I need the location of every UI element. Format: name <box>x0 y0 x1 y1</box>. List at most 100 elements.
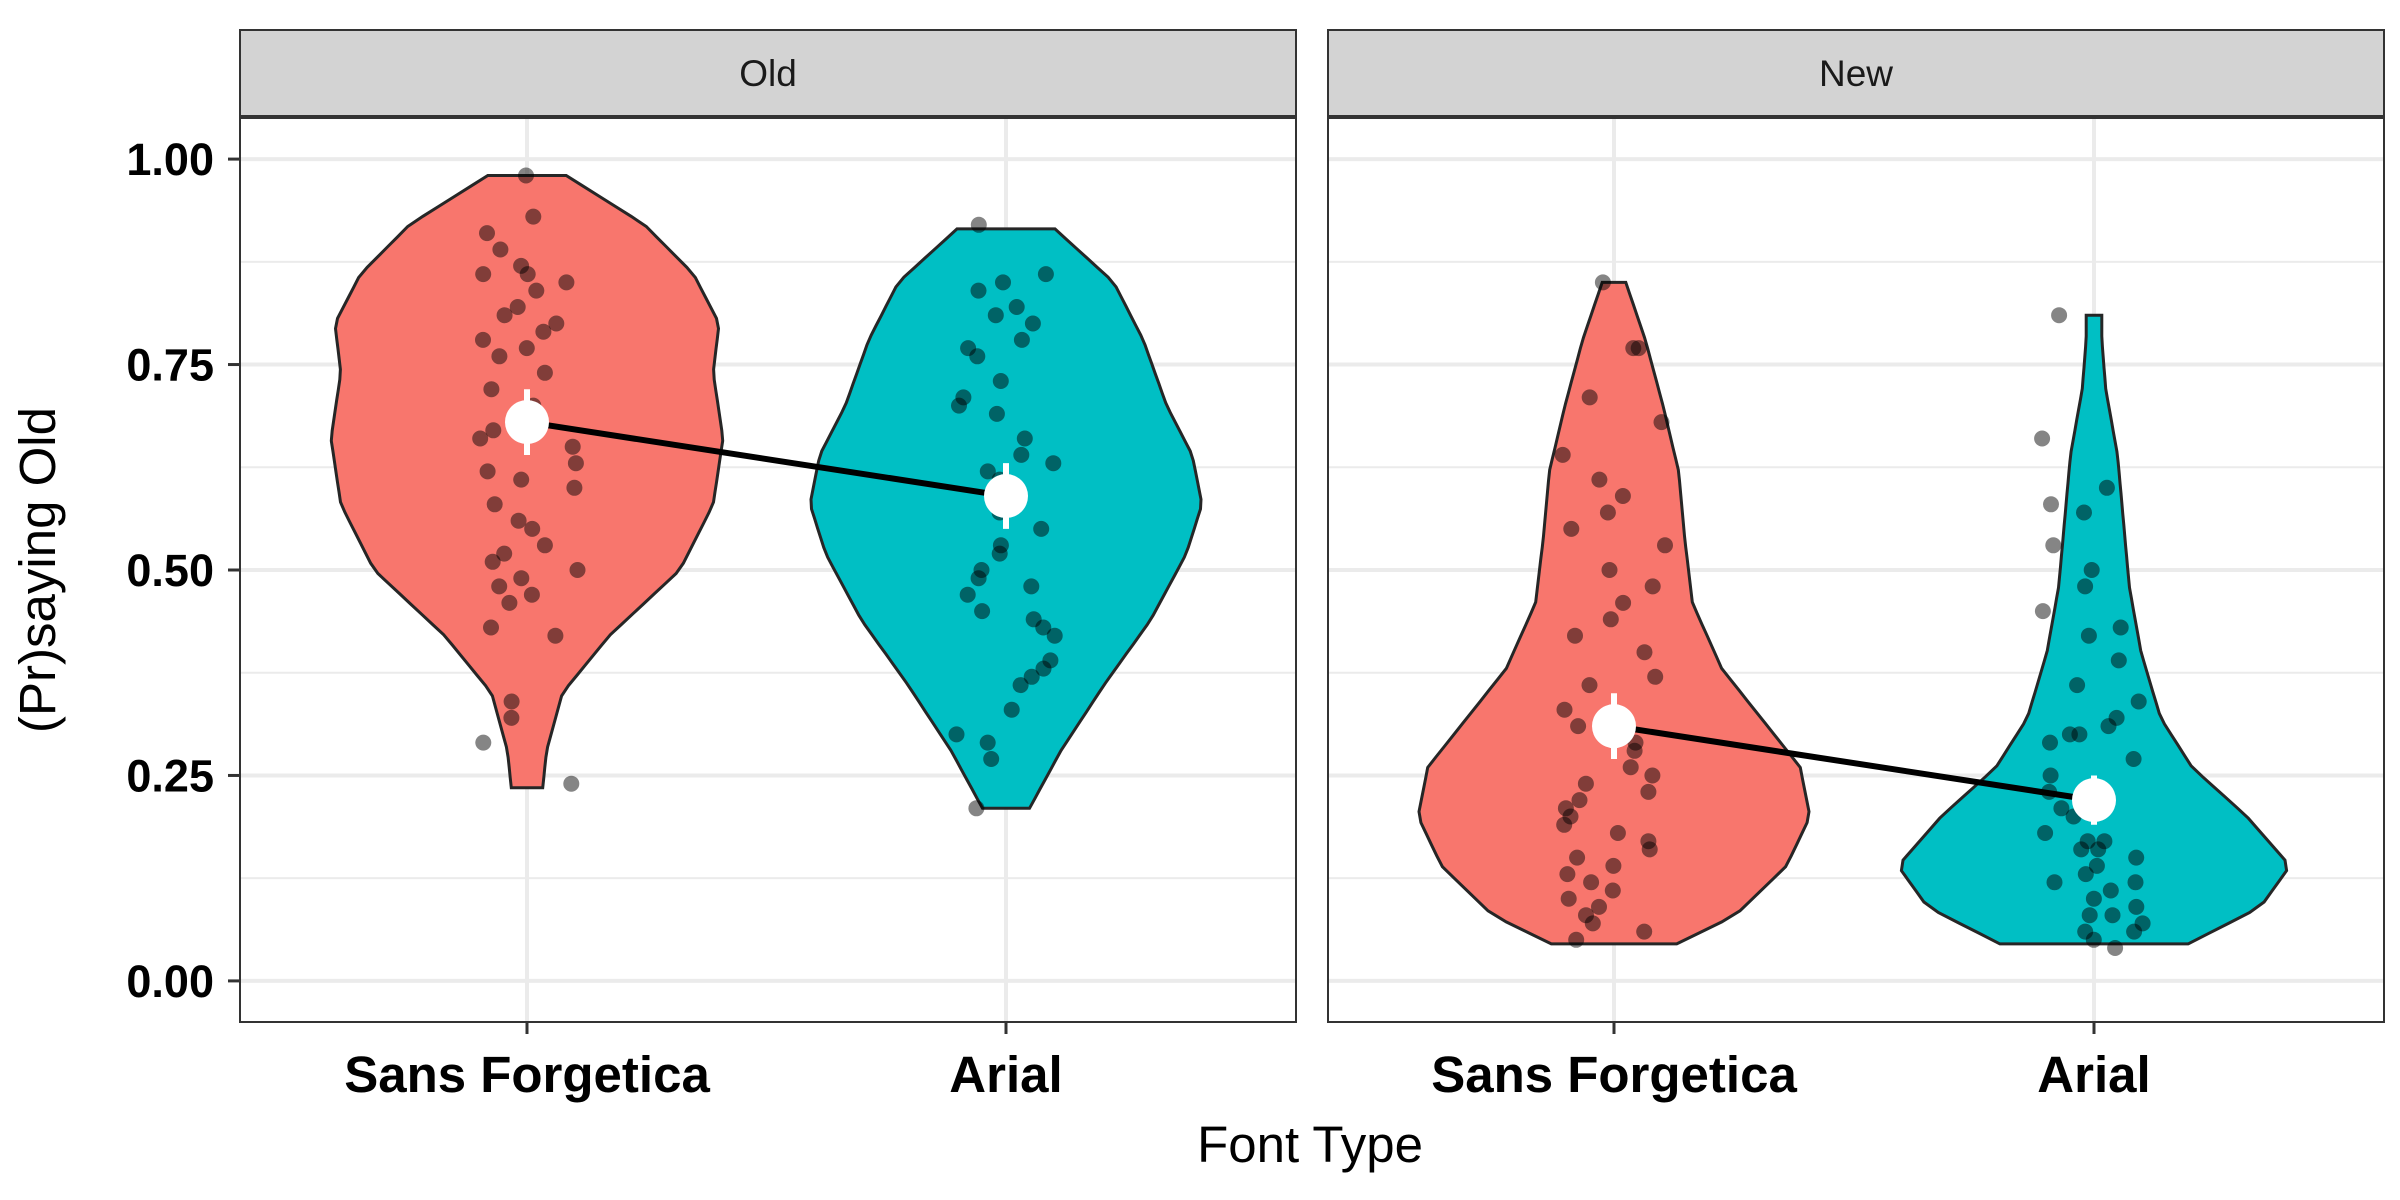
data-point <box>970 282 987 299</box>
data-point <box>1035 619 1052 636</box>
data-point <box>1604 882 1621 899</box>
data-point <box>1016 430 1033 447</box>
data-point <box>1045 455 1062 472</box>
data-point <box>2110 652 2127 669</box>
y-tick-label: 0.50 <box>126 545 214 596</box>
data-point <box>491 348 508 365</box>
data-point <box>2130 693 2147 710</box>
data-point <box>503 693 520 710</box>
data-point <box>951 397 967 414</box>
data-point <box>1591 898 1607 915</box>
data-point <box>2090 841 2107 858</box>
data-point <box>1571 792 1588 809</box>
data-point <box>1609 825 1626 841</box>
data-point <box>1584 915 1601 932</box>
data-point <box>1622 759 1639 776</box>
x-tick-label: Arial <box>2037 1046 2150 1103</box>
mean-point <box>2072 778 2116 823</box>
data-point <box>1554 446 1571 463</box>
violin-sans-forgetica <box>1417 280 1811 946</box>
data-point <box>513 570 530 587</box>
data-point <box>2126 923 2143 940</box>
data-point <box>2085 931 2102 948</box>
data-point <box>979 734 996 751</box>
data-point <box>2076 504 2092 521</box>
data-point <box>2046 874 2063 891</box>
data-point <box>1625 340 1642 357</box>
mean-connector-line <box>526 419 1007 500</box>
data-point <box>960 340 977 357</box>
data-point <box>509 299 526 315</box>
data-point <box>510 512 527 529</box>
data-point <box>959 586 976 603</box>
data-point <box>525 208 542 225</box>
data-point <box>528 282 545 299</box>
data-point <box>563 775 580 792</box>
data-point <box>948 726 965 743</box>
data-point <box>2034 430 2051 447</box>
data-point <box>1636 923 1653 940</box>
data-point <box>2080 627 2097 644</box>
data-point <box>1615 594 1632 611</box>
data-point <box>970 216 987 233</box>
data-point <box>1569 849 1586 866</box>
data-point <box>987 307 1004 324</box>
data-point <box>1013 331 1030 348</box>
data-point <box>992 537 1009 554</box>
data-point <box>2128 898 2145 915</box>
data-point <box>1636 644 1653 661</box>
data-point <box>1644 578 1661 595</box>
y-tick-label: 1.00 <box>126 134 214 185</box>
data-point <box>1640 783 1657 800</box>
mean-point <box>505 400 549 445</box>
data-point <box>1033 520 1050 537</box>
data-point <box>1647 668 1664 685</box>
data-point <box>1008 299 1025 315</box>
data-point <box>968 800 985 817</box>
data-point <box>1578 907 1594 924</box>
facet-label: New <box>1819 53 1893 94</box>
data-point <box>483 381 500 398</box>
data-point <box>2043 496 2059 513</box>
facet-strip-old <box>239 29 1297 117</box>
data-point <box>486 496 503 513</box>
data-point <box>536 537 553 554</box>
data-point <box>2071 726 2088 743</box>
data-point <box>2037 825 2054 841</box>
data-point <box>548 315 565 332</box>
data-point <box>1023 668 1040 685</box>
mean-point <box>1592 704 1636 749</box>
data-point <box>2104 907 2121 924</box>
y-axis-title: (Pr)saying Old <box>9 407 66 733</box>
data-point <box>2127 874 2144 891</box>
data-point <box>955 389 972 406</box>
data-point <box>1594 274 1611 291</box>
x-axis-title: Font Type <box>1197 1116 1423 1173</box>
data-point <box>1570 718 1587 735</box>
y-tick-label: 0.25 <box>126 750 214 801</box>
data-point <box>1583 874 1600 891</box>
data-point <box>472 430 489 447</box>
data-point <box>518 340 535 357</box>
data-point <box>2061 726 2078 743</box>
data-point <box>1602 611 1619 628</box>
facet-strip-new <box>1327 29 2385 117</box>
data-point <box>983 751 1000 767</box>
data-point <box>1003 701 1020 718</box>
data-point <box>2077 923 2094 940</box>
data-point <box>2128 849 2145 866</box>
data-point <box>2096 833 2113 850</box>
data-point <box>1563 520 1580 537</box>
data-point <box>496 307 513 324</box>
x-tick-label: Sans Forgetica <box>344 1046 710 1103</box>
data-point <box>519 266 536 283</box>
data-point <box>535 323 552 340</box>
data-point <box>2083 562 2100 578</box>
data-point <box>1556 816 1573 833</box>
data-point <box>974 603 991 620</box>
data-point <box>2107 940 2124 956</box>
data-point <box>1037 266 1054 283</box>
panel-new: New <box>1327 29 2385 1023</box>
data-point <box>524 520 541 537</box>
data-point <box>1012 677 1029 694</box>
